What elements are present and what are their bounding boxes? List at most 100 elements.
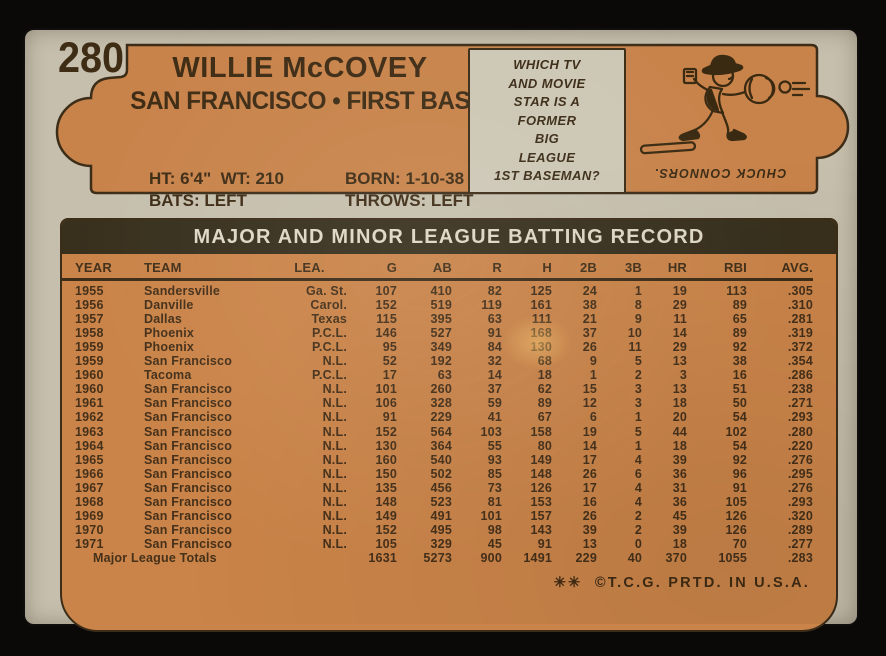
totals-row: Major League Totals 1631 5273 900 1491 229 40 3…	[62, 552, 813, 566]
table-cell: Sandersville	[144, 283, 221, 298]
table-cell: 31	[672, 480, 687, 495]
trivia-question-box: WHICH TV AND MOVIE STAR IS A FORMER BIG LEAGU…	[468, 48, 626, 194]
table-cell: P.C.L.	[311, 340, 347, 355]
table-cell: 5	[634, 424, 642, 439]
table-row: 1961 San Francisco N.L. 106 328 59 89 12 3 18 50 .2…	[62, 397, 813, 411]
table-cell: .354	[787, 354, 813, 369]
table-cell: 1964	[75, 438, 104, 453]
table-cell: 1965	[75, 452, 104, 467]
column-header-AVG: AVG.	[781, 260, 813, 275]
table-cell: 410	[430, 283, 452, 298]
table-cell: 39	[582, 523, 597, 538]
table-cell: 52	[382, 354, 397, 369]
table-cell: 1	[589, 368, 597, 383]
table-cell: 89	[732, 297, 747, 312]
table-row: 1957 Dallas Texas 115 395 63 111 21 9 11 65 .281	[62, 312, 813, 326]
table-cell: 1957	[75, 311, 104, 326]
table-cell: 4	[634, 495, 642, 510]
table-cell: 24	[582, 283, 597, 298]
table-cell: 91	[537, 537, 552, 552]
table-cell: 152	[375, 523, 397, 538]
table-cell: 54	[732, 410, 747, 425]
table-cell: N.L.	[322, 452, 347, 467]
table-cell: 13	[582, 537, 597, 552]
trivia-question-line: AND MOVIE	[508, 75, 586, 91]
table-cell: N.L.	[322, 424, 347, 439]
table-cell: 14	[582, 438, 597, 453]
column-header-RBI: RBI	[724, 260, 747, 275]
table-cell: 26	[582, 466, 597, 481]
table-cell: 6	[589, 410, 597, 425]
table-cell: 1	[634, 410, 642, 425]
table-cell: Dallas	[144, 311, 183, 326]
table-cell: 36	[672, 495, 687, 510]
totals-cell: .283	[787, 551, 813, 566]
table-cell: 13	[672, 354, 687, 369]
table-cell: 8	[634, 297, 642, 312]
table-cell: 95	[382, 340, 397, 355]
table-cell: Carol.	[310, 297, 347, 312]
table-cell: .276	[787, 480, 813, 495]
table-cell: 3	[634, 382, 642, 397]
table-cell: .289	[787, 523, 813, 538]
table-cell: N.L.	[322, 410, 347, 425]
table-cell: 16	[582, 495, 597, 510]
table-cell: 1963	[75, 424, 104, 439]
table-cell: .238	[787, 382, 813, 397]
table-cell: 2	[634, 523, 642, 538]
table-cell: 364	[430, 438, 452, 453]
table-cell: San Francisco	[144, 480, 233, 495]
table-cell: .281	[787, 311, 813, 326]
table-cell: 9	[589, 354, 597, 369]
trivia-question-line: STAR IS A	[513, 94, 581, 110]
table-cell: Texas	[311, 311, 347, 326]
table-cell: 1955	[75, 283, 104, 298]
column-header-LEA: LEA.	[294, 260, 325, 275]
table-cell: 148	[375, 495, 397, 510]
table-cell: 45	[487, 537, 502, 552]
table-cell: 1966	[75, 466, 104, 481]
table-cell: 37	[582, 325, 597, 340]
table-cell: 5	[634, 354, 642, 369]
table-cell: Danville	[144, 297, 194, 312]
table-cell: .305	[787, 283, 813, 298]
table-row: 1969 San Francisco N.L. 149 491 101 157 26 2 45 12…	[62, 510, 813, 524]
table-cell: 115	[376, 311, 397, 326]
table-cell: 1	[634, 438, 642, 453]
table-cell: San Francisco	[144, 452, 233, 467]
table-cell: 38	[582, 297, 597, 312]
player-name: WILLIE McCOVEY	[172, 52, 428, 84]
totals-cell: 370	[665, 551, 687, 566]
table-cell: 143	[530, 523, 552, 538]
table-cell: 63	[487, 311, 502, 326]
table-cell: San Francisco	[144, 424, 233, 439]
table-row: 1962 San Francisco N.L. 91 229 41 67 6 1 20 54 .293	[62, 411, 813, 425]
table-cell: 80	[537, 438, 552, 453]
table-title-band: MAJOR AND MINOR LEAGUE BATTING RECORD	[62, 220, 836, 254]
table-cell: 91	[732, 480, 747, 495]
table-cell: 26	[582, 340, 597, 355]
table-cell: 11	[673, 311, 687, 326]
table-cell: 527	[430, 325, 452, 340]
table-cell: 37	[487, 382, 502, 397]
table-cell: 1970	[75, 523, 104, 538]
table-row: 1967 San Francisco N.L. 135 456 73 126 17 4 31 91.…	[62, 481, 813, 495]
table-cell: 21	[582, 311, 597, 326]
table-cell: .319	[787, 325, 813, 340]
table-cell: 3	[679, 368, 687, 383]
trivia-question-line: 1ST BASEMAN?	[494, 168, 600, 184]
table-cell: 38	[732, 354, 747, 369]
table-cell: 125	[530, 283, 552, 298]
table-row: 1963 San Francisco N.L. 152 564 103 158 19 5 44 10…	[62, 425, 813, 439]
table-cell: 192	[430, 354, 452, 369]
table-title: MAJOR AND MINOR LEAGUE BATTING RECORD	[193, 225, 705, 248]
table-cell: 13	[672, 382, 687, 397]
table-row: 1958 Phoenix P.C.L. 146 527 91 168 37 10 14 89 .319	[62, 326, 813, 340]
table-row: 1966 San Francisco N.L. 150 502 85 148 26 6 36 96.…	[62, 467, 813, 481]
table-cell: 4	[634, 452, 642, 467]
column-header-TEAM: TEAM	[144, 260, 182, 275]
team-position: SAN FRANCISCO • FIRST BASE	[130, 87, 486, 115]
table-cell: 11	[628, 340, 642, 355]
table-cell: 150	[375, 466, 397, 481]
table-cell: 126	[530, 480, 552, 495]
